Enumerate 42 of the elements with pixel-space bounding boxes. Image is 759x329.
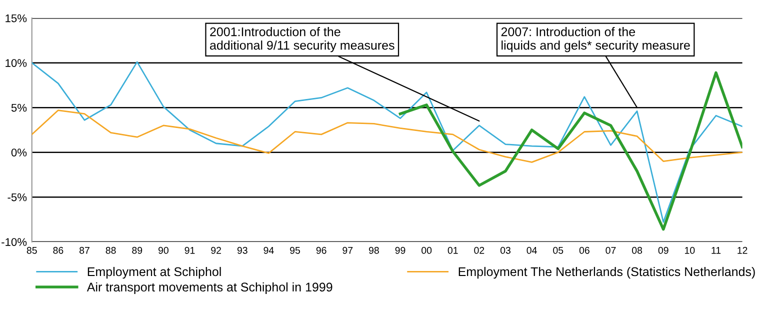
x-tick-label: 98 (368, 246, 379, 254)
x-tick-label: 94 (264, 246, 274, 254)
y-tick-label: 5% (11, 104, 27, 112)
x-tick-label: 10 (685, 246, 695, 254)
x-tick-label: 05 (553, 246, 564, 254)
x-tick-label: 86 (53, 246, 64, 254)
x-tick-label: 97 (342, 246, 353, 254)
annotation: 2001:Introduction of the additional 9/11 security measures (210, 27, 394, 52)
x-tick-label: 07 (606, 246, 616, 254)
line-series (32, 110, 742, 163)
x-tick-label: 08 (632, 246, 642, 254)
x-tick-label: 01 (448, 246, 458, 254)
x-tick-label: 12 (738, 246, 748, 254)
y-tick-label: -10% (2, 238, 27, 246)
y-tick-label: 0% (11, 148, 27, 156)
x-tick-label: 92 (211, 246, 221, 254)
y-tick-label: 10% (6, 59, 27, 67)
x-tick-label: 04 (526, 246, 537, 254)
x-tick-label: 02 (474, 246, 484, 254)
x-tick-label: 06 (579, 246, 590, 254)
legend-label: Air transport movements at Schiphol in 1999 (86, 282, 332, 294)
annotation: 2007: Introduction of the liquids and gels* security measure (501, 27, 690, 52)
legend-label: Employment at Schiphol (88, 266, 221, 279)
x-tick-label: 90 (158, 246, 168, 254)
x-tick-label: 95 (290, 246, 300, 254)
x-tick-label: 87 (80, 246, 90, 254)
x-tick-label: 88 (106, 246, 116, 254)
x-tick-label: 11 (712, 247, 721, 254)
x-tick-label: 09 (658, 246, 668, 254)
x-tick-label: 99 (395, 246, 406, 254)
legend-label: Employment The Netherlands (Statistics Netherlands) (458, 266, 755, 279)
x-tick-label: 96 (316, 246, 326, 254)
x-tick-label: 00 (422, 246, 432, 254)
x-tick-label: 85 (26, 246, 37, 254)
y-tick-label: 15% (6, 14, 27, 22)
x-tick-label: 93 (237, 246, 248, 254)
y-tick-label: -5% (8, 193, 27, 202)
x-tick-label: 03 (500, 246, 510, 254)
x-tick-label: 91 (184, 246, 195, 254)
line-series (32, 61, 742, 223)
x-tick-label: 89 (132, 246, 142, 254)
line-series (398, 71, 742, 231)
